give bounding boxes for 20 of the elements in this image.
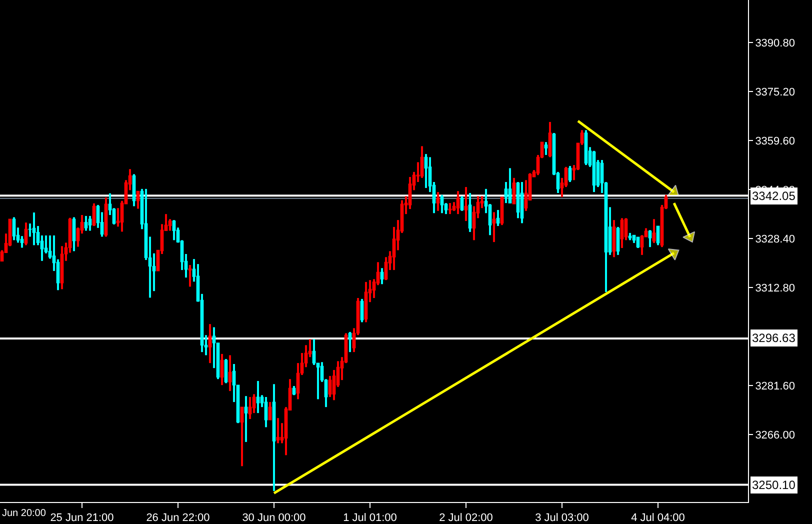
x-tick-label: 1 Jul 01:00 [343, 512, 397, 524]
y-tick-label: 3375.20 [755, 86, 795, 98]
text: Jun 20:00 [2, 508, 46, 519]
x-tick-label: 26 Jun 22:00 [146, 512, 210, 524]
y-tick-label: 3312.80 [755, 282, 795, 294]
x-tick-label: 25 Jun 21:00 [50, 512, 114, 524]
y-tick-label: 3266.00 [755, 430, 795, 442]
x-tick-label: 2 Jul 02:00 [439, 512, 493, 524]
y-tick-label: 3328.40 [755, 233, 795, 246]
x-tick-label: 3 Jul 03:00 [535, 512, 589, 524]
x-tick-label: 30 Jun 00:00 [242, 512, 306, 524]
ref-line-label: 3296.63 [752, 331, 796, 345]
y-tick-label: 3359.60 [755, 135, 795, 148]
x-tick-label: 4 Jul 04:00 [631, 512, 685, 524]
ref-line-label: 3342.05 [752, 189, 796, 203]
ref-line-label: 3250.10 [752, 478, 796, 492]
candlestick [188, 264, 192, 287]
y-tick-label: 3390.80 [755, 37, 795, 50]
y-tick-label: 3281.60 [755, 380, 795, 393]
candlestick [28, 224, 32, 237]
